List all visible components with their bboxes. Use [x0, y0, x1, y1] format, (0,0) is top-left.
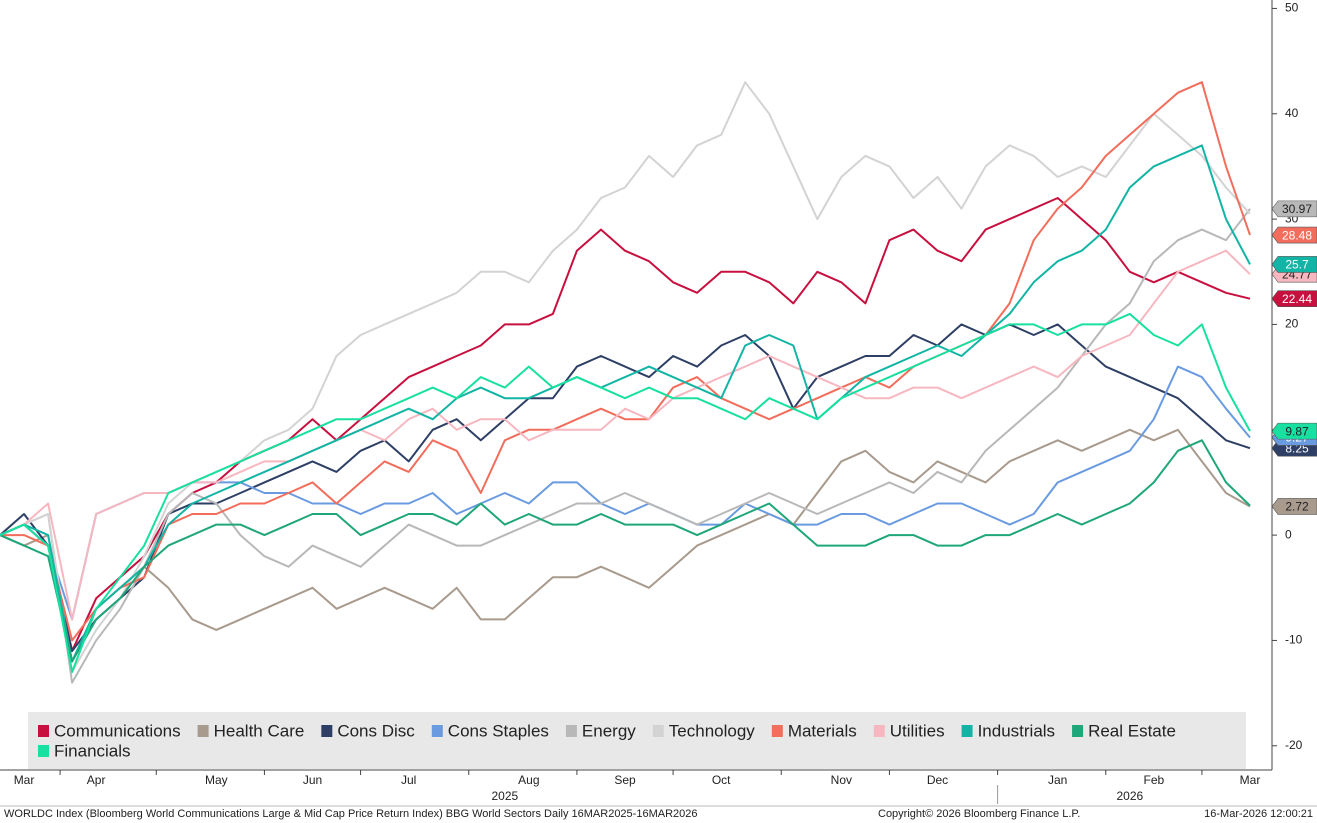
end-label: 9.87: [1285, 424, 1309, 438]
x-tick-label: Oct: [712, 773, 731, 787]
series-line: [0, 439, 1251, 663]
x-tick-label: May: [205, 773, 228, 787]
series-line: [0, 81, 1251, 642]
legend-label: Utilities: [890, 721, 945, 740]
series-line: [0, 208, 1251, 684]
x-tick-label: Feb: [1144, 773, 1165, 787]
series-line: [0, 144, 1251, 663]
y-tick-label: 0: [1285, 527, 1292, 541]
end-label: 2.72: [1285, 500, 1309, 514]
legend-swatch: [771, 725, 783, 737]
legend-item: Communications: [38, 721, 181, 740]
legend-item: Technology: [652, 721, 756, 740]
year-label: 2026: [1116, 789, 1143, 803]
x-tick-label: Nov: [831, 773, 852, 787]
legend-label: Industrials: [978, 721, 1055, 740]
legend-label: Cons Disc: [337, 721, 415, 740]
footer-source: WORLDC Index (Bloomberg World Communicat…: [4, 808, 697, 820]
legend-label: Real Estate: [1088, 721, 1176, 740]
y-tick-label: -10: [1285, 633, 1303, 647]
legend-swatch: [961, 725, 973, 737]
y-tick-label: 20: [1285, 317, 1299, 331]
legend-swatch: [38, 725, 49, 737]
end-label: 25.7: [1285, 258, 1309, 272]
legend-swatch: [1072, 725, 1084, 737]
footer-timestamp: 16-Mar-2026 12:00:21: [1204, 808, 1313, 820]
legend-swatch: [652, 725, 664, 737]
end-label-box: [1271, 256, 1317, 273]
legend-item: Industrials: [961, 721, 1055, 740]
x-tick-label: Aug: [518, 773, 539, 787]
y-tick-label: 40: [1285, 106, 1299, 120]
end-label-box: [1271, 200, 1317, 218]
legend-item: Energy: [565, 721, 636, 740]
x-tick-label: Apr: [87, 773, 106, 787]
x-tick-label: Jun: [303, 773, 322, 787]
legend-box: [28, 712, 1246, 769]
legend-swatch: [321, 725, 333, 737]
legend: Communications Health Care Cons Disc Cons S…: [38, 721, 1176, 760]
x-tick-label: Mar: [1240, 773, 1261, 787]
legend-item: Cons Staples: [431, 721, 549, 740]
x-tick-label: Mar: [14, 773, 35, 787]
legend-label: Cons Staples: [448, 721, 549, 740]
legend-item: Health Care: [197, 721, 305, 740]
legend-label: Health Care: [214, 721, 305, 740]
series-line: [0, 249, 1251, 621]
series-line: [0, 197, 1251, 652]
legend-swatch: [873, 725, 885, 737]
legend-item: Materials: [771, 721, 857, 740]
x-tick-label: Sep: [614, 773, 636, 787]
year-label: 2025: [491, 789, 518, 803]
legend-label: Financials: [54, 741, 131, 760]
end-label-box: [1271, 226, 1317, 244]
legend-swatch: [197, 725, 209, 737]
end-label: 30.97: [1282, 202, 1312, 216]
legend-label: Materials: [788, 721, 857, 740]
end-label-box: [1271, 498, 1317, 515]
end-label-box: [1271, 290, 1317, 308]
x-tick-label: Jan: [1048, 773, 1067, 787]
legend-item: Utilities: [873, 721, 945, 740]
series-line: [0, 312, 1251, 673]
legend-label: Energy: [582, 721, 636, 740]
end-label: 22.44: [1282, 292, 1312, 306]
legend-item: Real Estate: [1072, 721, 1176, 740]
series-line: [0, 323, 1251, 652]
end-label: 28.48: [1282, 228, 1312, 242]
x-tick-label: Dec: [927, 773, 948, 787]
legend-label: Technology: [669, 721, 756, 740]
series-line: [0, 428, 1251, 663]
legend-label: Communications: [54, 721, 181, 740]
legend-swatch: [38, 745, 49, 757]
legend-item: Cons Disc: [321, 721, 415, 740]
y-tick-label: -20: [1285, 738, 1303, 752]
x-tick-label: Jul: [401, 773, 416, 787]
end-label-box: [1271, 422, 1317, 440]
legend-swatch: [431, 725, 443, 737]
footer-copyright: Copyright© 2026 Bloomberg Finance L.P.: [878, 808, 1080, 820]
y-tick-label: 50: [1285, 1, 1299, 15]
plot-area: [0, 81, 1251, 684]
legend-item: Financials: [38, 741, 131, 760]
legend-swatch: [565, 725, 577, 737]
